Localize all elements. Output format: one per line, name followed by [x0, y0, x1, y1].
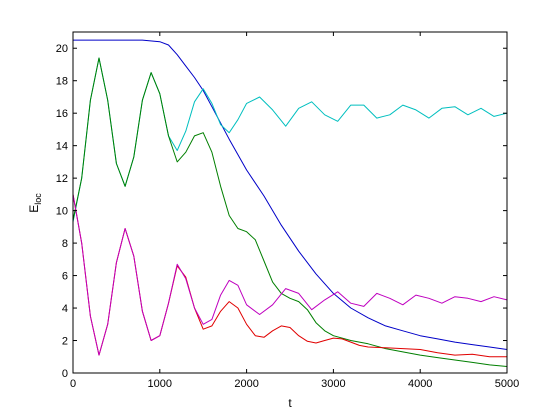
y-axis-label-main: E	[27, 205, 41, 213]
y-tick-label: 4	[62, 303, 68, 315]
x-tick-label: 4000	[408, 378, 432, 390]
series-line-1	[73, 39, 508, 350]
x-tick-label: 2000	[234, 378, 258, 390]
y-tick-label: 6	[62, 271, 68, 283]
y-tick-label: 8	[62, 238, 68, 250]
series-layer	[72, 39, 508, 367]
ticks-layer: 0 1000 2000 3000 4000 5000 0 2 4 6 8 10 12 14 16 18 20	[56, 32, 519, 390]
x-axis-label: t	[288, 396, 292, 410]
y-tick-label: 0	[62, 368, 68, 380]
x-tick-label: 3000	[321, 378, 345, 390]
y-tick-label: 2	[62, 336, 68, 348]
x-tick-label: 1000	[148, 378, 172, 390]
series-line-3	[72, 57, 508, 367]
y-tick-label: 10	[56, 206, 68, 218]
y-tick-label: 12	[56, 173, 68, 185]
plot-frame	[72, 31, 508, 374]
y-tick-label: 16	[56, 108, 68, 120]
x-tick-label: 0	[70, 378, 76, 390]
series-line-5	[72, 194, 508, 356]
y-axis-label: Eloc	[27, 193, 43, 213]
y-tick-label: 20	[56, 43, 68, 55]
y-tick-label: 14	[56, 141, 68, 153]
plot-area	[73, 32, 507, 373]
x-tick-label: 5000	[495, 378, 519, 390]
y-tick-label: 18	[56, 76, 68, 88]
y-axis-label-sub: loc	[33, 193, 43, 205]
